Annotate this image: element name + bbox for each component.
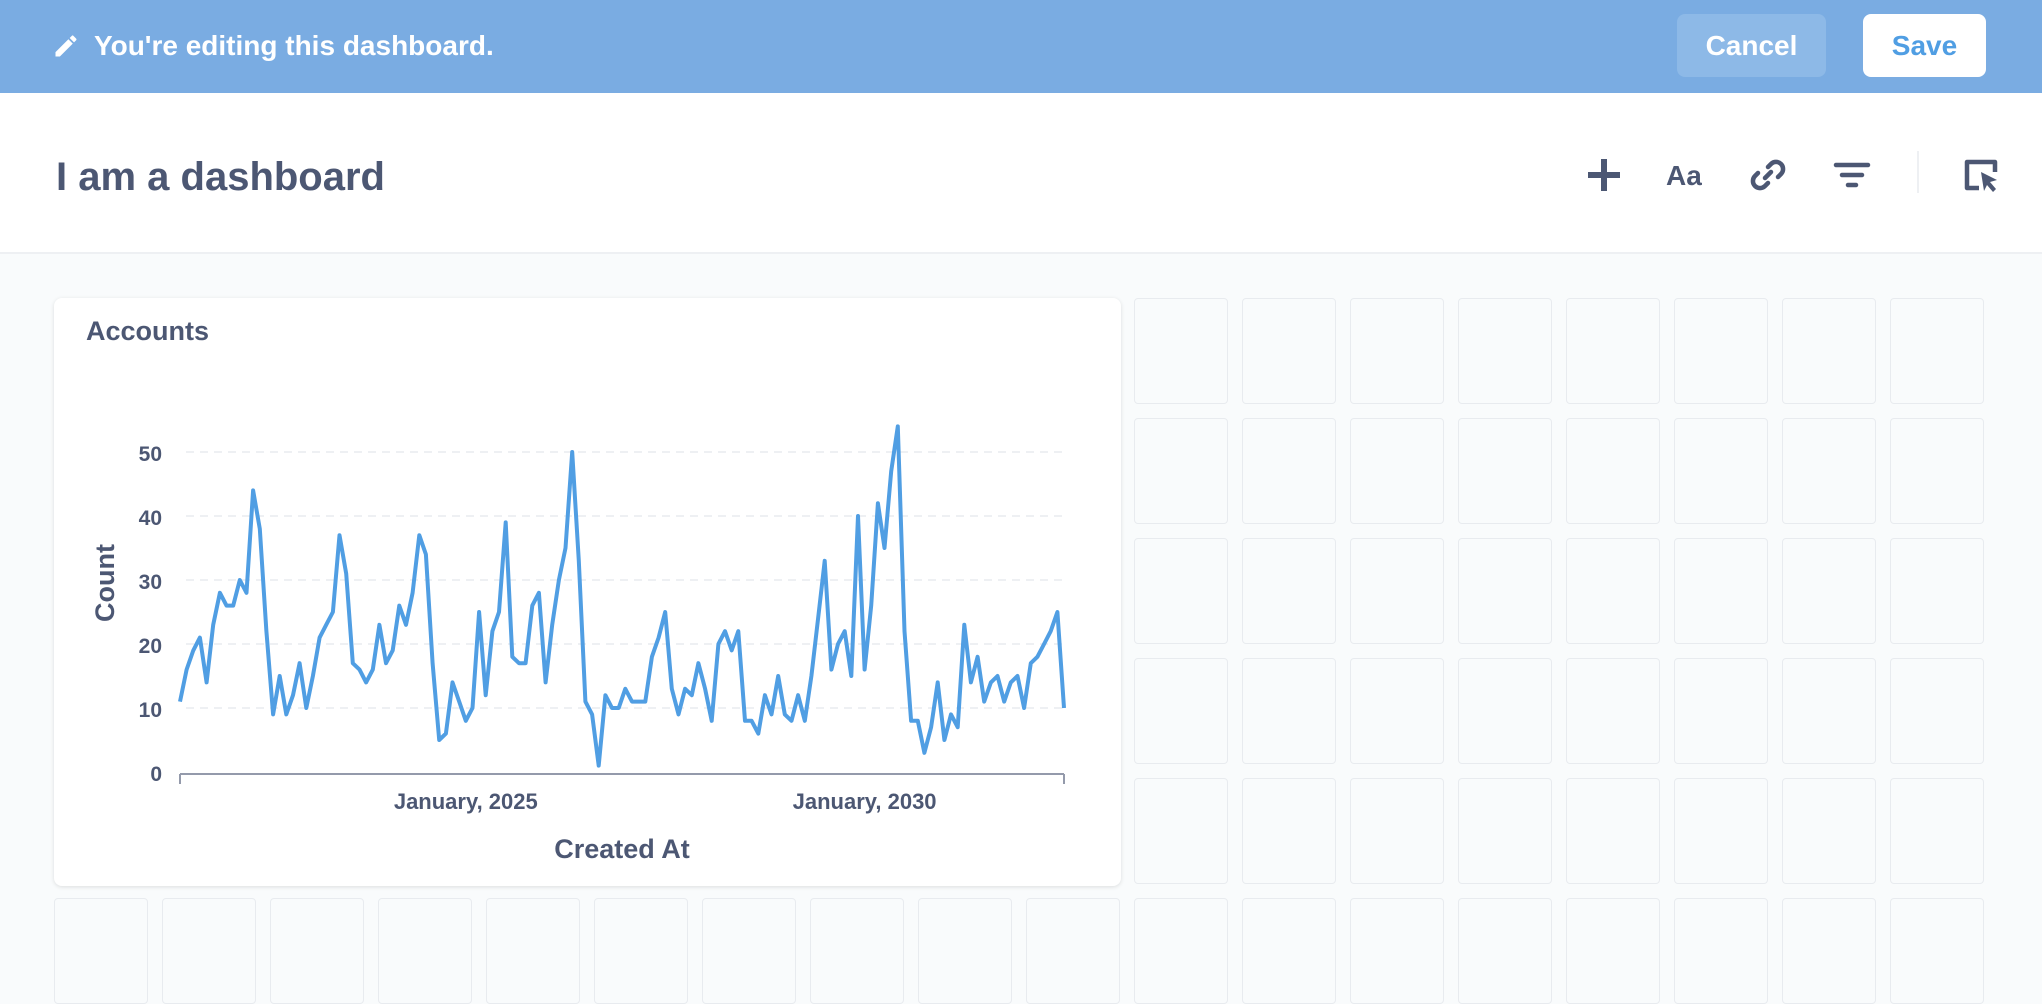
y-tick-label: 50 [139, 443, 162, 466]
grid-cell [1890, 298, 1984, 404]
grid-cell [1674, 658, 1768, 764]
grid-cell [1566, 538, 1660, 644]
y-tick-label: 0 [150, 763, 162, 786]
add-icon[interactable] [1582, 153, 1626, 197]
pencil-icon [55, 35, 77, 57]
grid-cell [1350, 298, 1444, 404]
grid-cell [1458, 778, 1552, 884]
y-axis-label: Count [90, 544, 120, 622]
grid-cell [1242, 298, 1336, 404]
x-axis-label: Created At [554, 834, 690, 864]
series-line [178, 424, 1066, 768]
grid-cell [1350, 538, 1444, 644]
y-tick-label: 30 [139, 571, 162, 594]
grid-cell [1458, 418, 1552, 524]
grid-cell [1782, 298, 1876, 404]
grid-cell [1782, 418, 1876, 524]
dashcard-accounts[interactable]: Accounts 0 10 20 30 40 50 January, 2025 Januar… [54, 298, 1121, 886]
grid-cell [162, 898, 256, 1004]
grid-cell [1134, 298, 1228, 404]
grid-cell [1134, 658, 1228, 764]
grid-cell [1890, 658, 1984, 764]
y-tick-label: 10 [139, 699, 162, 722]
svg-text:Aa: Aa [1666, 160, 1702, 191]
grid-cell [1674, 778, 1768, 884]
grid-cell [810, 898, 904, 1004]
grid-cell [1350, 778, 1444, 884]
grid-cell [1350, 898, 1444, 1004]
toolbar-divider [1917, 151, 1919, 193]
grid-cell [270, 898, 364, 1004]
grid-cell [1242, 778, 1336, 884]
grid-cell [1890, 538, 1984, 644]
grid-cell [1242, 538, 1336, 644]
grid-cell [702, 898, 796, 1004]
dashboard-header: I am a dashboard Aa [0, 93, 2042, 254]
grid-cell [1458, 538, 1552, 644]
grid-cell [1350, 418, 1444, 524]
grid-cell [1566, 418, 1660, 524]
grid-cell [1566, 898, 1660, 1004]
grid-cell [1782, 658, 1876, 764]
grid-cell [1458, 898, 1552, 1004]
grid-cell [1782, 538, 1876, 644]
grid-cell [1566, 778, 1660, 884]
grid-cell [1350, 658, 1444, 764]
edit-mode-bar: You're editing this dashboard. Cancel Sa… [0, 0, 2042, 93]
dashboard-title[interactable]: I am a dashboard [56, 155, 385, 199]
card-title: Accounts [86, 316, 210, 346]
grid-cell [1458, 298, 1552, 404]
grid-cell [1566, 298, 1660, 404]
save-button[interactable]: Save [1863, 14, 1986, 77]
link-icon[interactable] [1746, 153, 1790, 197]
grid-cell [1242, 658, 1336, 764]
line-chart: 0 10 20 30 40 50 January, 2025 January, 2030 C… [90, 424, 1066, 864]
x-tick-label: January, 2030 [793, 789, 937, 814]
cancel-button[interactable]: Cancel [1677, 14, 1826, 77]
grid-cell [918, 898, 1012, 1004]
action-icon[interactable] [1960, 153, 2004, 197]
y-tick-label: 20 [139, 635, 162, 658]
grid-cell [1674, 898, 1768, 1004]
grid-cell [1566, 658, 1660, 764]
grid-cell [1026, 898, 1120, 1004]
grid-cell [1674, 298, 1768, 404]
grid-cell [1242, 418, 1336, 524]
grid-cell [1134, 538, 1228, 644]
text-icon[interactable]: Aa [1664, 153, 1708, 197]
filter-icon[interactable] [1830, 153, 1874, 197]
grid-cell [378, 898, 472, 1004]
grid-cell [1782, 898, 1876, 1004]
grid-cell [1134, 418, 1228, 524]
grid-cell [1782, 778, 1876, 884]
grid-cell [1242, 898, 1336, 1004]
grid-cell [486, 898, 580, 1004]
grid-cell [1458, 658, 1552, 764]
grid-cell [1890, 778, 1984, 884]
grid-cell [1134, 898, 1228, 1004]
grid-cell [1674, 418, 1768, 524]
x-tick-label: January, 2025 [394, 789, 538, 814]
y-tick-label: 40 [139, 507, 162, 530]
grid-cell [1890, 418, 1984, 524]
grid-cell [54, 898, 148, 1004]
grid-cell [1674, 538, 1768, 644]
grid-cell [1134, 778, 1228, 884]
grid-cell [1890, 898, 1984, 1004]
edit-mode-message: You're editing this dashboard. [94, 30, 494, 61]
grid-cell [594, 898, 688, 1004]
